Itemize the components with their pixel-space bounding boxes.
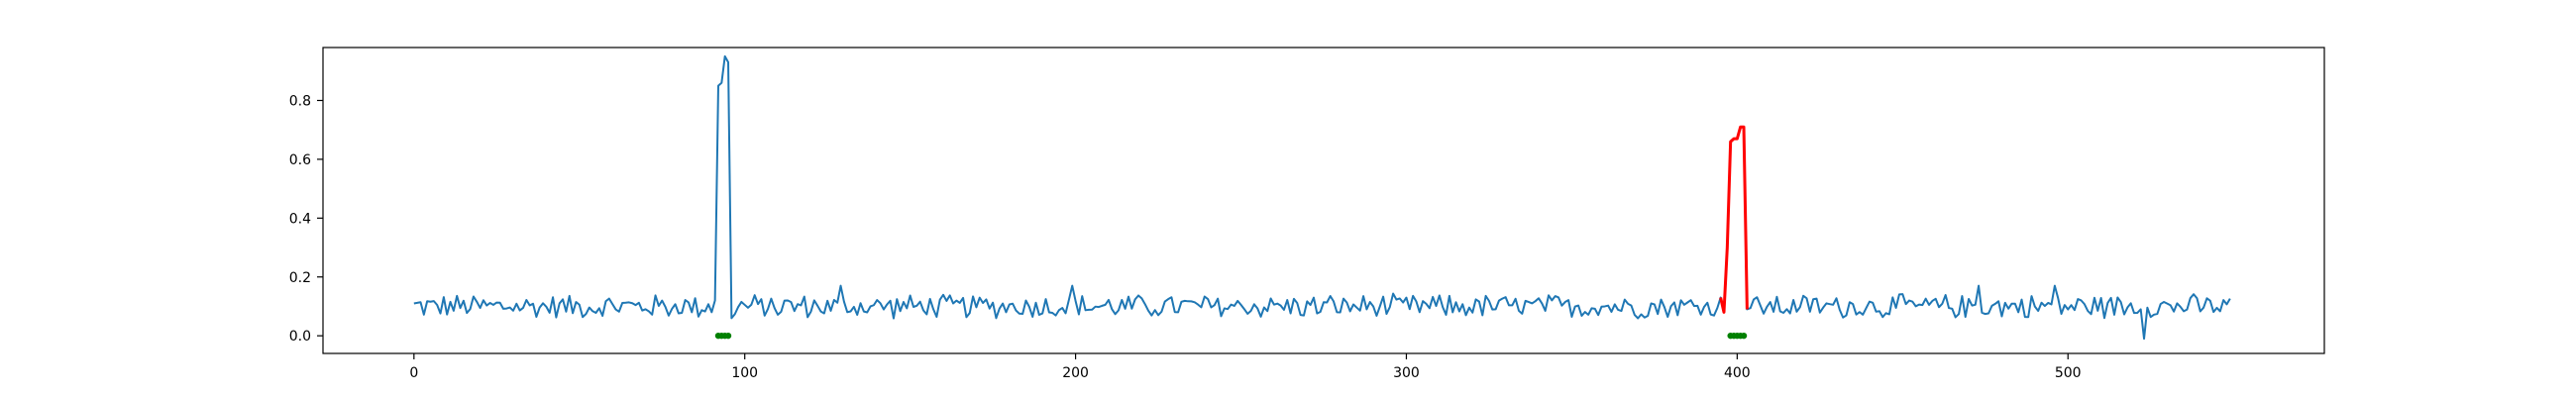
series-layer (413, 54, 2231, 341)
marker-point (1740, 332, 1748, 340)
y-tick-label: 0.8 (289, 93, 311, 109)
x-tick-label: 300 (1393, 365, 1420, 381)
x-tick-label: 100 (731, 365, 758, 381)
x-tick-label: 400 (1724, 365, 1751, 381)
x-tick-label: 500 (2055, 365, 2082, 381)
marker-point (724, 332, 732, 340)
y-tick-label: 0.2 (289, 270, 311, 286)
series-line-highlight (1719, 125, 1749, 314)
x-tick-label: 0 (409, 365, 418, 381)
x-tick-label: 200 (1062, 365, 1089, 381)
series-line-main (413, 54, 2231, 341)
plot-frame (322, 47, 2325, 354)
marker-layer (714, 332, 1748, 340)
ticks-layer: 0 100 200 300 400 500 0.0 0.2 0.4 0.6 0.8 (289, 93, 2082, 381)
y-tick-label: 0.0 (289, 329, 311, 345)
y-tick-label: 0.6 (289, 152, 311, 168)
axes-layer (322, 47, 2325, 354)
y-tick-label: 0.4 (289, 211, 311, 227)
